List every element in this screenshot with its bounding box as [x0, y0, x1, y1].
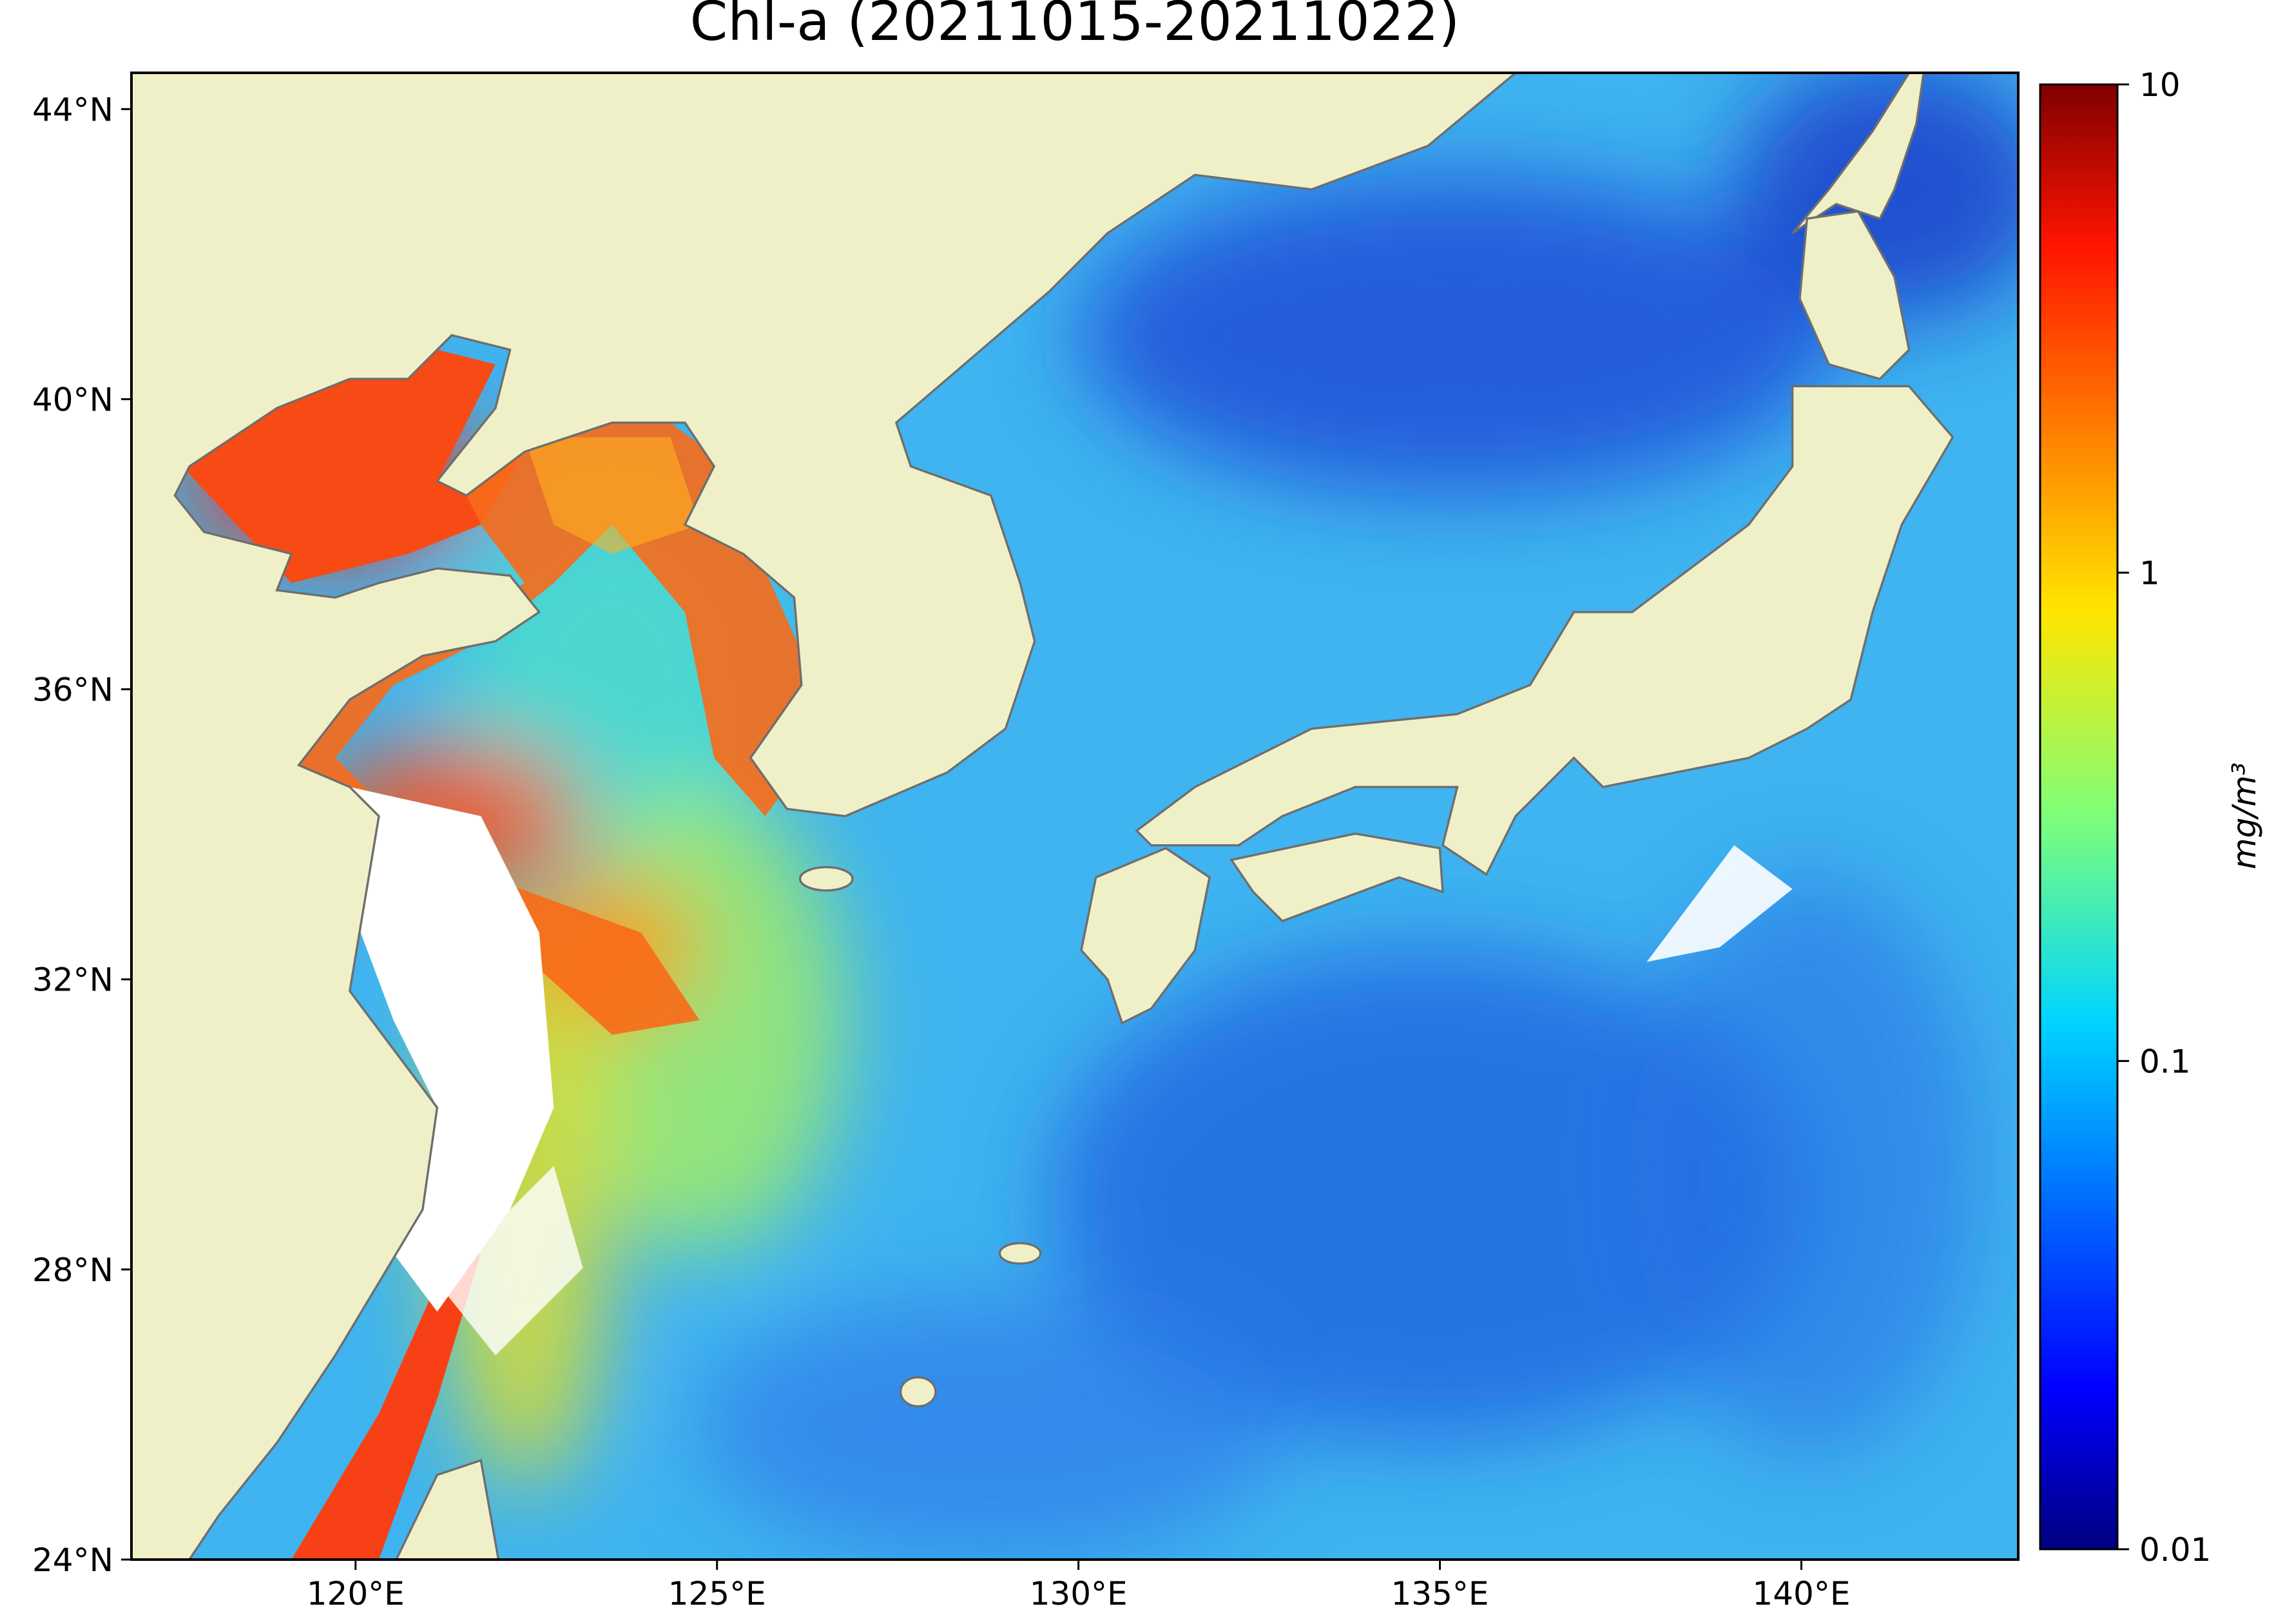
x-tick-label: 120°E [307, 1575, 405, 1612]
land [131, 73, 1954, 1560]
x-tick-label: 140°E [1752, 1575, 1850, 1612]
y-tick-label: 24°N [32, 1542, 113, 1579]
colorbar-tick-label: 0.01 [2139, 1531, 2211, 1569]
colorbar-tick-label: 0.1 [2139, 1043, 2191, 1080]
colorbar-tick-label: 10 [2139, 66, 2181, 104]
y-tick-label: 36°N [32, 672, 113, 709]
y-tick-label: 44°N [32, 91, 113, 128]
colorbar-tick-label: 1 [2139, 555, 2160, 592]
plot-frame [130, 72, 2020, 1561]
colorbar-label: mg/m³ [2226, 762, 2263, 869]
map [131, 73, 2018, 1560]
x-tick-label: 130°E [1030, 1575, 1128, 1612]
map-layers [131, 73, 2018, 1560]
chart-title: Chl-a (20211015-20211022) [690, 0, 1460, 53]
x-tick-label: 125°E [668, 1575, 766, 1612]
y-tick-label: 32°N [32, 962, 113, 999]
colorbar [2039, 83, 2119, 1551]
y-tick-label: 28°N [32, 1252, 113, 1289]
x-tick-label: 135°E [1391, 1575, 1489, 1612]
y-tick-label: 40°N [32, 381, 113, 418]
